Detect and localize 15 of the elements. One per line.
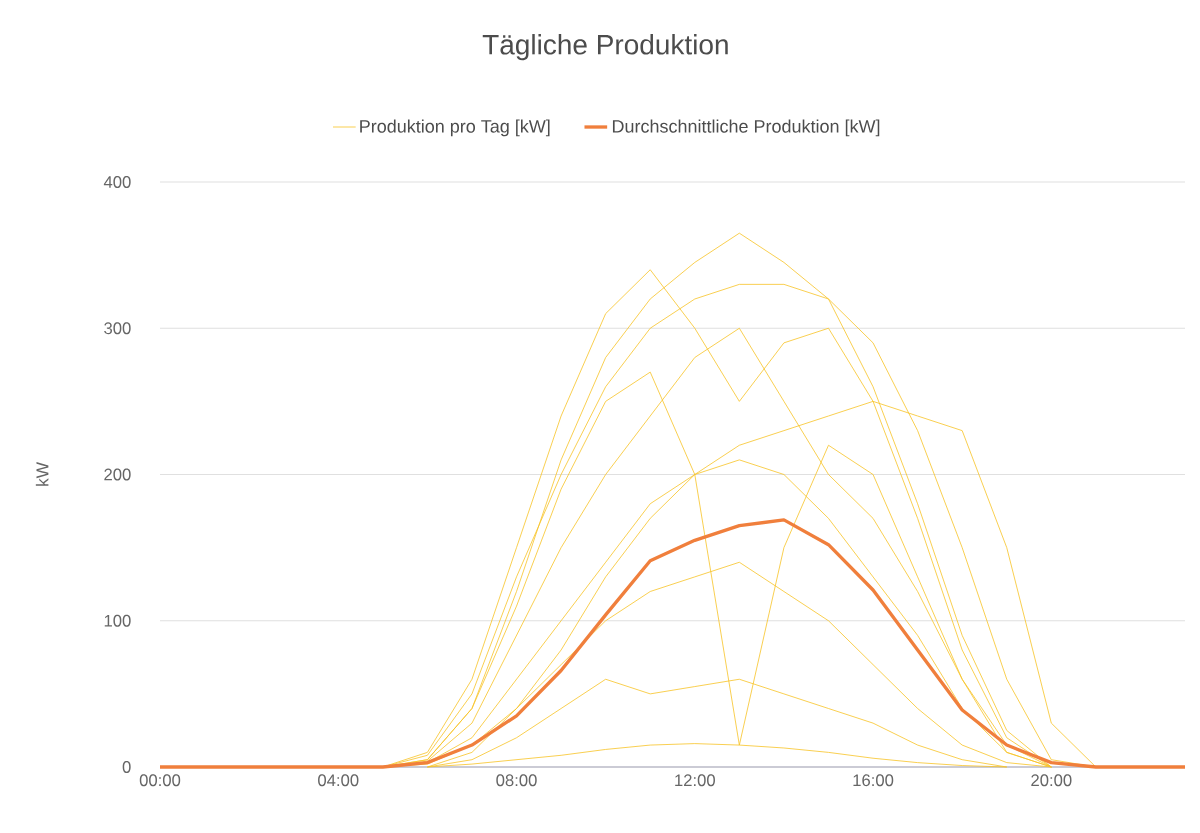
x-tick-label: 16:00 (853, 774, 894, 787)
y-tick-label: 300 (104, 322, 131, 335)
x-tick-label: 08:00 (496, 774, 537, 787)
y-axis-title: kW (35, 462, 49, 486)
y-tick-label: 0 (122, 761, 131, 773)
x-tick-label: 00:00 (139, 774, 181, 787)
legend-label: Produktion pro Tag [kW] (360, 119, 550, 137)
y-tick-label: 400 (103, 176, 131, 188)
x-tick-label: 04:00 (318, 774, 359, 787)
legend-label: Durchschnittliche Produktion [kW] (612, 119, 880, 137)
y-tick-label: 100 (104, 614, 131, 627)
x-tick-label: 12:00 (675, 774, 715, 787)
x-tick-label: 20:00 (1031, 774, 1072, 787)
chart-title: Tägliche Produktion (482, 34, 728, 61)
y-tick-label: 200 (104, 468, 131, 481)
